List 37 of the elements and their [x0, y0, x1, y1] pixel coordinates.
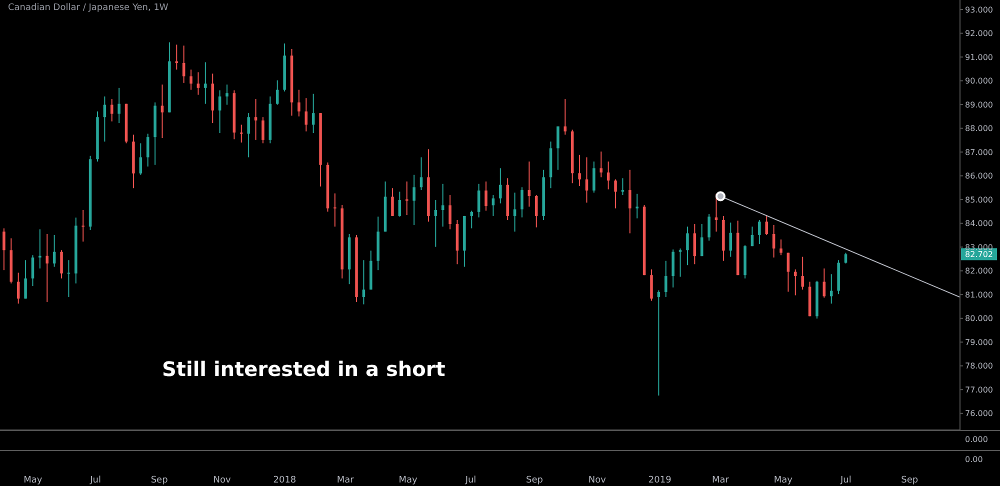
y-tick-label: 81.000 — [965, 290, 993, 300]
text: 0.000 — [965, 435, 988, 444]
y-tick-label: 77.000 — [965, 385, 993, 394]
y-tick-label: 90.000 — [965, 76, 993, 86]
x-tick-label: Jul — [464, 475, 476, 486]
x-tick-label: Sep — [150, 475, 168, 486]
x-tick-label: Mar — [336, 475, 354, 486]
x-tick-label: Sep — [526, 475, 544, 486]
chart-title: Canadian Dollar / Japanese Yen, 1W — [8, 3, 168, 13]
y-tick-label: 93.000 — [965, 5, 993, 14]
y-tick-label: 84.000 — [965, 219, 993, 228]
x-tick-label: Sep — [901, 475, 918, 486]
text: 0.00 — [965, 455, 983, 464]
x-tick-label: May — [24, 475, 43, 486]
x-tick-label: May — [398, 475, 418, 486]
y-tick-label: 86.000 — [965, 172, 993, 181]
text: 82.702 — [965, 250, 993, 260]
x-tick-label: Jul — [89, 475, 102, 486]
y-tick-label: 88.000 — [965, 124, 993, 134]
y-tick-label: 79.000 — [965, 338, 993, 347]
y-tick-label: 89.000 — [965, 100, 993, 110]
y-tick-label: 78.000 — [965, 362, 993, 371]
annotation: Still interested in a short — [162, 357, 446, 381]
x-tick-label: Mar — [712, 475, 730, 486]
y-tick-label: 82.000 — [965, 266, 993, 276]
y-tick-label: 76.000 — [965, 409, 993, 418]
y-tick-label: 91.000 — [965, 52, 993, 62]
y-tick-label: 87.000 — [965, 148, 993, 157]
x-tick-label: Nov — [213, 475, 232, 486]
x-tick-label: 2018 — [273, 475, 296, 486]
y-tick-label: 85.000 — [965, 195, 993, 204]
y-tick-label: 92.000 — [965, 29, 993, 38]
x-tick-label: Jul — [839, 475, 852, 486]
x-tick-label: Nov — [588, 475, 607, 486]
x-tick-label: 2019 — [648, 475, 672, 486]
x-tick-label: May — [774, 475, 794, 486]
y-tick-label: 80.000 — [965, 314, 993, 324]
